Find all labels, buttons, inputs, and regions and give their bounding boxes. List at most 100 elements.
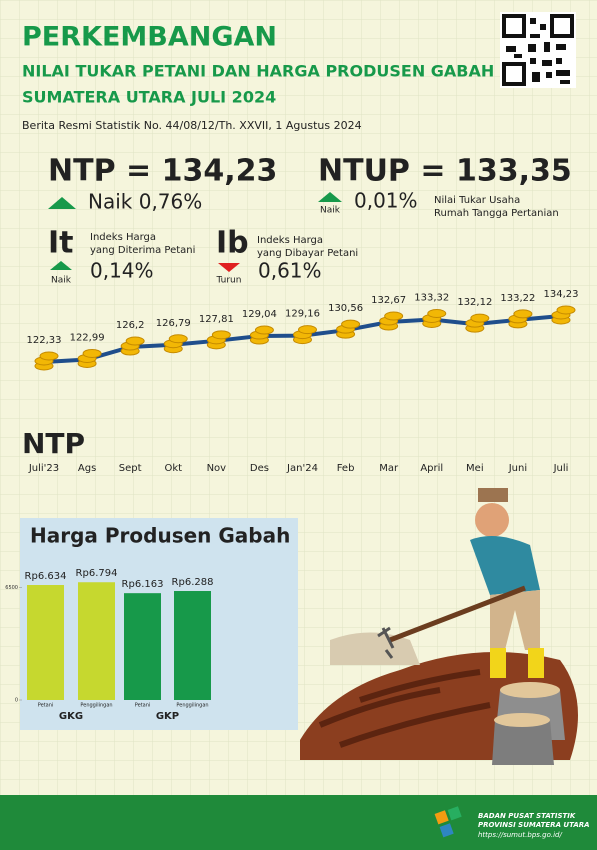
ib-label: Ib: [216, 226, 249, 261]
coin-stack: [336, 319, 361, 339]
coin-stack: [551, 305, 576, 325]
data-label: Rp6.288: [172, 577, 214, 588]
data-label: 134,23: [544, 289, 579, 300]
coin-stack: [293, 325, 317, 345]
it-desc: Indeks Harga: [90, 232, 156, 243]
x-tick-label: Penggilingan: [176, 703, 208, 709]
ntp-value: NTP = 134,23: [48, 154, 277, 189]
x-tick-label: Sept: [119, 463, 142, 474]
ib-desc: Indeks Harga: [257, 235, 323, 246]
coin-stack: [508, 309, 533, 329]
direction-label: Turun: [216, 276, 242, 286]
ib-change: 0,61%: [258, 259, 322, 283]
footer-band: [0, 795, 597, 850]
data-label: 132,67: [371, 295, 406, 306]
data-label: Rp6.794: [76, 568, 118, 579]
coin-stack: [465, 313, 490, 333]
coin: [341, 319, 361, 329]
coin: [211, 330, 231, 340]
coin: [556, 305, 576, 315]
footer-org: BADAN PUSAT STATISTIK: [478, 812, 576, 820]
x-tick-label: Feb: [337, 463, 355, 474]
x-tick-label: Mei: [466, 463, 484, 474]
data-label: 133,32: [414, 293, 449, 304]
chart-title: Harga Produsen Gabah: [30, 524, 290, 548]
x-tick-label: Ags: [78, 463, 96, 474]
x-tick-label: Juni: [508, 463, 527, 474]
data-label: 126,79: [156, 318, 191, 329]
coin: [427, 309, 447, 319]
x-tick-label: Okt: [164, 463, 182, 474]
coin: [125, 336, 145, 346]
bar: [174, 591, 211, 700]
coin: [254, 325, 274, 335]
title: PERKEMBANGAN: [22, 22, 277, 53]
x-tick-label: Juli: [553, 463, 569, 474]
data-label: 129,04: [242, 309, 277, 320]
x-tick-label: Mar: [379, 463, 399, 474]
x-tick-label: Juli'23: [28, 463, 59, 474]
coin-stack: [249, 325, 274, 345]
ntp-change: Naik 0,76%: [88, 190, 202, 214]
ntup-desc: Rumah Tangga Pertanian: [434, 208, 559, 219]
data-label: Rp6.634: [25, 571, 67, 582]
it-label: It: [48, 226, 74, 261]
x-tick-label: Petani: [135, 703, 151, 709]
data-label: 122,99: [70, 332, 105, 343]
direction-label: Naik: [51, 276, 72, 286]
coin: [513, 309, 533, 319]
coin: [298, 325, 317, 335]
y-tick-label: 6500: [5, 585, 18, 591]
x-tick-label: Jan'24: [286, 463, 318, 474]
x-tick-label: Nov: [207, 463, 227, 474]
farmer-illustration: [300, 488, 578, 765]
x-tick-label: April: [420, 463, 443, 474]
data-label: 133,22: [500, 293, 535, 304]
coin: [82, 348, 102, 358]
data-label: 129,16: [285, 309, 320, 320]
coin-stack: [77, 348, 102, 368]
coin-stack: [34, 351, 59, 371]
ntup-change: 0,01%: [354, 189, 418, 213]
ntup-desc: Nilai Tukar Usaha: [434, 195, 520, 206]
subtitle: SUMATERA UTARA JULI 2024: [22, 88, 276, 107]
bar: [27, 585, 64, 700]
data-label: 130,56: [328, 303, 363, 314]
coin-stack: [163, 334, 188, 354]
bps-logo: [434, 806, 462, 838]
qr-code: [500, 12, 576, 88]
up-arrow: [48, 197, 76, 209]
up-arrow: [50, 261, 72, 270]
coin: [168, 334, 188, 344]
group-label: GKP: [156, 711, 179, 722]
coin-stack: [120, 336, 145, 356]
chart-title: NTP: [22, 427, 85, 460]
data-label: Rp6.163: [122, 579, 164, 590]
down-arrow: [218, 263, 240, 272]
release-note: Berita Resmi Statistik No. 44/08/12/Th. …: [22, 119, 362, 132]
coin: [384, 311, 404, 321]
it-desc: yang Diterima Petani: [90, 245, 195, 256]
data-label: 132,12: [457, 297, 492, 308]
x-tick-label: Des: [250, 463, 269, 474]
data-label: 126,2: [116, 320, 145, 331]
coin-stack: [379, 311, 404, 331]
direction-label: Naik: [320, 206, 341, 216]
up-arrow: [318, 192, 342, 202]
bar: [124, 593, 161, 700]
data-label: 127,81: [199, 314, 234, 325]
coin: [39, 351, 59, 361]
footer-province: PROVINSI SUMATERA UTARA: [478, 821, 590, 829]
ntup-value: NTUP = 133,35: [318, 154, 572, 189]
x-tick-label: Penggilingan: [80, 703, 112, 709]
footer-url: https://sumut.bps.go.id/: [478, 831, 562, 839]
group-label: GKG: [59, 711, 83, 722]
y-tick-label: 0: [15, 698, 18, 704]
coin: [470, 313, 490, 323]
data-label: 122,33: [27, 335, 62, 346]
bar: [78, 582, 115, 700]
coin-stack: [206, 330, 231, 350]
coin-stack: [422, 309, 447, 329]
x-tick-label: Petani: [38, 703, 54, 709]
